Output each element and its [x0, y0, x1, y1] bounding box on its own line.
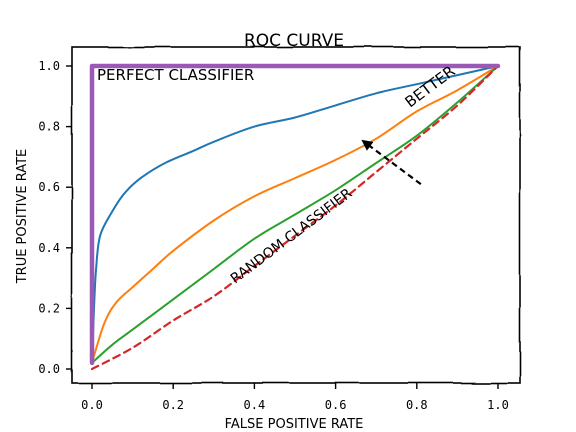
x-tick-label: 0.4 — [244, 398, 266, 412]
x-tick-label: 0.2 — [162, 398, 184, 412]
x-tick-label: 1.0 — [487, 398, 509, 412]
tick-group: 0.0 0.2 0.4 0.6 0.8 1.0 0.0 0.2 0.4 0.6 0.8 1.0 — [38, 59, 509, 412]
y-axis-label: TRUE POSITIVE RATE — [15, 149, 30, 285]
plot-frame — [71, 46, 521, 384]
y-tick-label: 0.2 — [38, 301, 60, 315]
series-line-2 — [91, 65, 499, 364]
x-tick-label: 0.8 — [406, 398, 428, 412]
y-tick-label: 0.8 — [38, 120, 60, 134]
x-tick-label: 0.6 — [325, 398, 347, 412]
x-axis-label: FALSE POSITIVE RATE — [225, 417, 364, 432]
y-tick-label: 0.6 — [38, 180, 60, 194]
y-tick-label: 0.4 — [38, 241, 60, 255]
chart-title: ROC CURVE — [244, 31, 344, 51]
series-group — [89, 63, 501, 371]
series-line-4 — [89, 63, 501, 366]
better-arrow — [361, 139, 422, 186]
y-tick-label: 1.0 — [38, 59, 60, 73]
series-line-1 — [91, 65, 499, 364]
y-tick-label: 0.0 — [38, 362, 60, 376]
series-line-3 — [90, 64, 500, 371]
perfect-classifier-label: PERFECT CLASSIFIER — [97, 66, 254, 84]
series-line-0 — [91, 65, 499, 364]
x-tick-label: 0.0 — [81, 398, 103, 412]
